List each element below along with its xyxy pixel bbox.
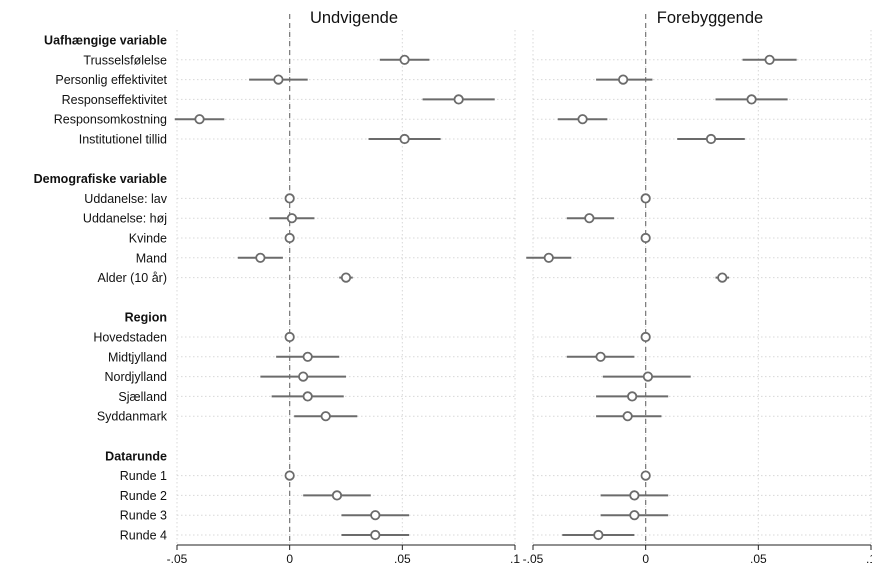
estimate-marker-g2-r2-p2 xyxy=(642,371,654,382)
row-label-1-0: Uddanelse: lav xyxy=(84,192,167,206)
estimate-marker-g2-r4-p1 xyxy=(320,411,331,422)
estimate-marker-g2-r1-p1 xyxy=(302,351,313,362)
row-label-3-3: Runde 4 xyxy=(120,529,167,543)
estimate-marker-g2-r3-p2 xyxy=(627,391,638,402)
row-label-3-0: Runde 1 xyxy=(120,469,167,483)
row-label-1-3: Mand xyxy=(136,251,167,265)
estimate-marker-g3-r0-p1 xyxy=(284,470,295,481)
estimate-marker-g2-r4-p2 xyxy=(622,411,633,422)
panel-2: -.05 0 .05 .1 Forebyggende xyxy=(523,9,872,566)
panel-1-tick-label-1: 0 xyxy=(286,552,293,566)
estimate-marker-g2-r2-p1 xyxy=(298,371,309,382)
estimate-marker-g1-r3-p2 xyxy=(543,252,554,263)
estimate-marker-g0-r2-p1 xyxy=(453,94,464,105)
row-label-2-2: Nordjylland xyxy=(104,370,167,384)
estimate-marker-g0-r3-p1 xyxy=(194,114,205,125)
estimate-marker-g0-r3-p2 xyxy=(577,114,588,125)
row-label-0-2: Responseffektivitet xyxy=(62,93,168,107)
panel-2-tick-label-2: .05 xyxy=(750,552,767,566)
estimate-marker-g3-r2-p2 xyxy=(629,510,640,521)
estimate-marker-g0-r0-p2 xyxy=(764,54,775,65)
panel-1-tick-label-3: .1 xyxy=(510,552,520,566)
panel-2-tick-label-1: 0 xyxy=(642,552,649,566)
estimate-marker-g0-r4-p2 xyxy=(705,133,717,145)
group-header-2: Region xyxy=(125,311,167,325)
estimate-marker-g1-r0-p2 xyxy=(640,193,651,204)
estimate-marker-g2-r0-p2 xyxy=(640,331,651,343)
estimate-marker-g3-r2-p1 xyxy=(370,510,381,521)
estimate-marker-g2-r0-p1 xyxy=(284,331,295,343)
row-label-2-3: Sjælland xyxy=(118,390,167,404)
row-label-2-4: Syddanmark xyxy=(97,410,168,424)
row-label-2-0: Hovedstaden xyxy=(93,331,167,345)
estimate-marker-g1-r4-p1 xyxy=(340,272,352,283)
panel-2-tick-label-3: .1 xyxy=(866,552,872,566)
estimate-marker-g0-r4-p1 xyxy=(399,133,410,145)
panel-1-tick-label-0: -.05 xyxy=(167,552,188,566)
group-header-0: Uafhængige variable xyxy=(44,34,167,48)
estimate-marker-g1-r0-p1 xyxy=(284,193,295,204)
estimate-marker-g0-r1-p2 xyxy=(618,74,629,85)
estimate-marker-g1-r2-p1 xyxy=(284,232,295,244)
estimate-marker-g3-r3-p1 xyxy=(370,529,381,541)
row-label-1-2: Kvinde xyxy=(129,232,167,246)
row-label-3-2: Runde 3 xyxy=(120,509,167,523)
row-labels: Uafhængige variable Trusselsfølelse Person… xyxy=(34,34,168,543)
panel-1-title: Undvigende xyxy=(310,9,398,27)
group-header-1: Demografiske variable xyxy=(34,172,167,186)
row-label-1-4: Alder (10 år) xyxy=(98,271,167,285)
estimate-marker-g2-r3-p1 xyxy=(302,391,313,402)
estimate-marker-g0-r0-p1 xyxy=(399,54,410,65)
estimate-marker-g3-r0-p2 xyxy=(640,470,651,481)
panel-1: -.05 0 .05 .1 Undvigende xyxy=(167,9,521,566)
grid-layer xyxy=(176,30,872,545)
estimate-marker-g0-r1-p1 xyxy=(273,74,284,85)
estimate-marker-g1-r1-p2 xyxy=(584,213,595,224)
estimate-marker-g1-r3-p1 xyxy=(255,252,266,263)
panel-2-tick-label-0: -.05 xyxy=(523,552,544,566)
estimate-marker-g0-r2-p2 xyxy=(746,94,757,105)
estimate-marker-g3-r3-p2 xyxy=(593,529,604,541)
panel-1-tick-label-2: .05 xyxy=(394,552,411,566)
estimate-marker-g1-r1-p1 xyxy=(286,213,298,224)
row-label-2-1: Midtjylland xyxy=(108,350,167,364)
group-header-3: Datarunde xyxy=(105,449,167,463)
estimate-marker-g1-r4-p2 xyxy=(717,272,728,283)
row-label-0-4: Institutionel tillid xyxy=(79,133,167,147)
panel-2-title: Forebyggende xyxy=(657,9,763,27)
row-label-0-0: Trusselsfølelse xyxy=(83,53,167,67)
estimate-marker-g1-r2-p2 xyxy=(640,232,651,244)
row-label-0-3: Responsomkostning xyxy=(54,113,167,127)
panels: -.05 0 .05 .1 Undvigende -.05 0 .05 .1 Forebyggen… xyxy=(167,9,872,566)
row-label-3-1: Runde 2 xyxy=(120,489,167,503)
row-label-0-1: Personlig effektivitet xyxy=(55,73,167,87)
estimate-marker-g3-r1-p1 xyxy=(331,490,343,501)
estimate-marker-g2-r1-p2 xyxy=(595,351,606,362)
estimate-marker-g3-r1-p2 xyxy=(629,490,640,501)
row-label-1-1: Uddanelse: høj xyxy=(83,212,167,226)
